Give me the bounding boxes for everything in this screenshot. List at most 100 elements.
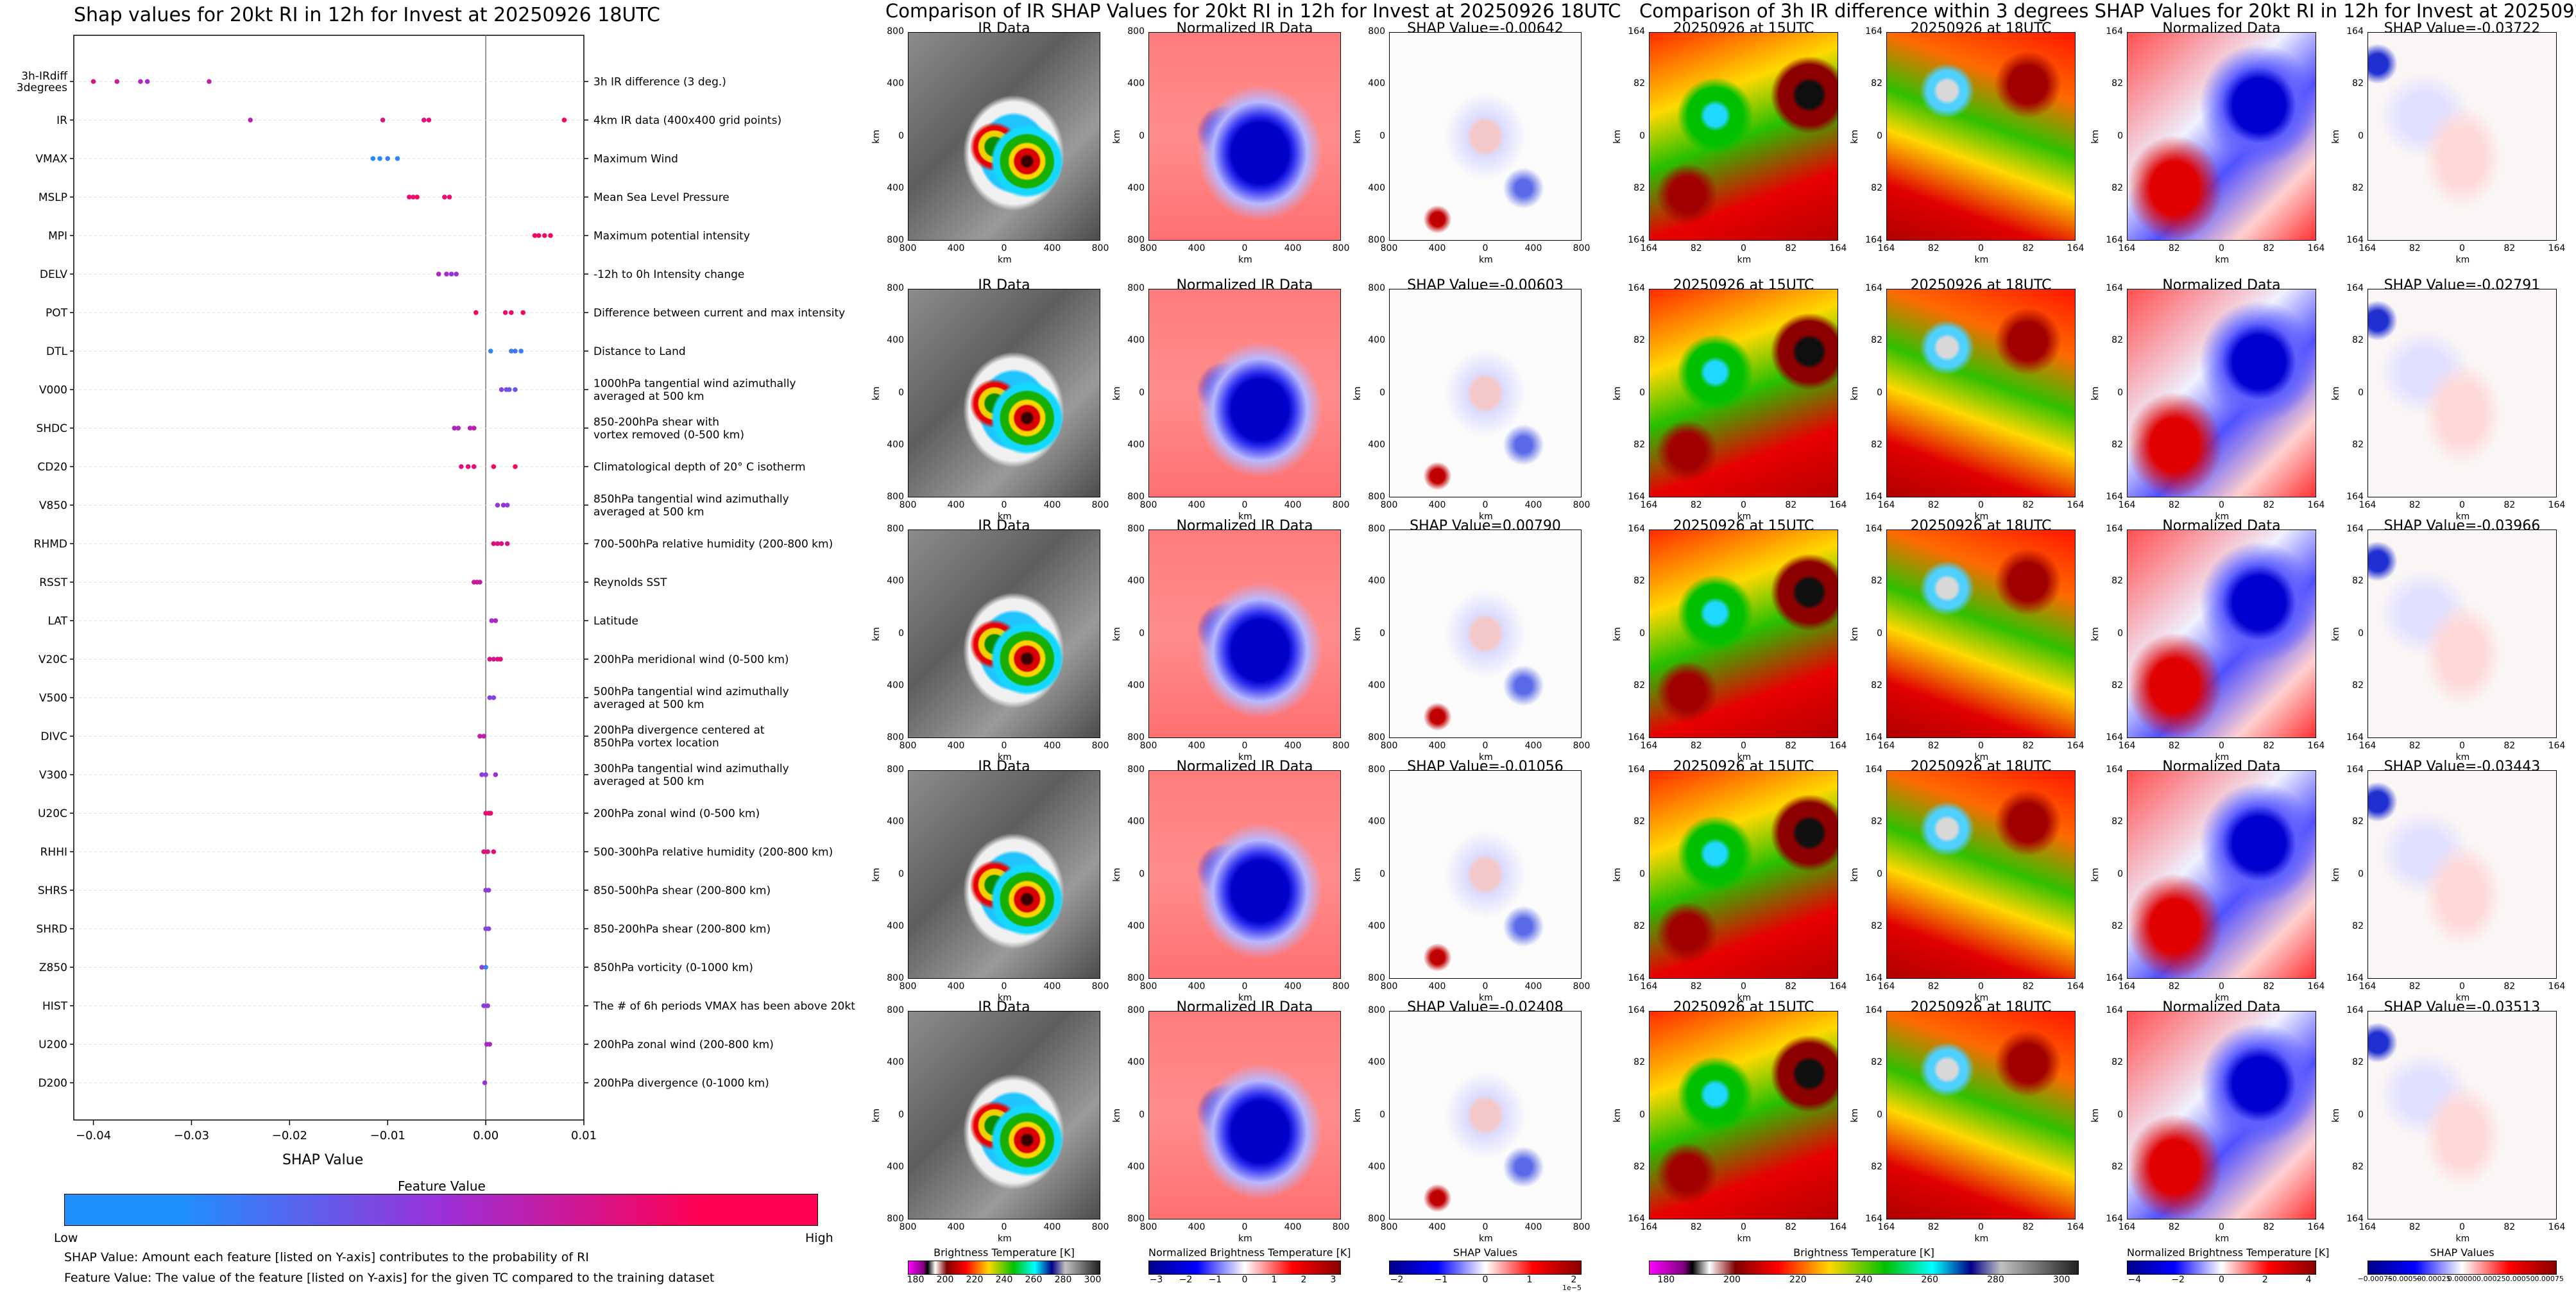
x-axis-label: km [998, 255, 1012, 265]
y-tick-label: 800 [1368, 973, 1385, 983]
x-axis-label: km [1238, 993, 1252, 1003]
y-tick-label: 0 [898, 130, 904, 141]
x-tick-label: 164 [2548, 981, 2566, 992]
y-tick-label: 82 [1633, 576, 1645, 587]
shap-point [456, 426, 461, 431]
y-tick-label: 164 [1865, 283, 1882, 293]
y-tick-label: 164 [2106, 764, 2123, 775]
shap-point [532, 233, 538, 238]
x-tick-label: 164 [2307, 500, 2325, 510]
feature-code-label: HIST [42, 1000, 68, 1013]
y-tick-label: 164 [2106, 283, 2123, 293]
y-tick-label: 164 [1865, 26, 1882, 37]
x-tick-label: 82 [2168, 741, 2180, 751]
colorbar-tick: 200 [936, 1275, 954, 1285]
x-tick-label: 800 [1139, 500, 1157, 510]
y-tick-label: 164 [1865, 732, 1882, 743]
x-axis-label: km [2215, 512, 2230, 522]
y-tick-label: 400 [887, 816, 904, 827]
x-tick-label: 400 [1188, 1222, 1206, 1232]
feature-code-label: DIVC [40, 730, 67, 743]
heatmap-panel [1649, 1011, 1838, 1219]
y-tick-label: 0 [1379, 868, 1385, 879]
feature-code-label: U20C [38, 807, 67, 820]
x-tick-label: 400 [1524, 500, 1542, 510]
y-tick-label: 164 [2106, 973, 2123, 983]
y-tick-label: 800 [1127, 492, 1145, 502]
x-tick-label: 164 [2118, 243, 2136, 254]
heatmap-panel [908, 530, 1100, 738]
x-tick-label: 800 [1573, 1222, 1591, 1232]
heatmap-panel [2367, 770, 2557, 979]
heatmap-panel [2127, 770, 2316, 979]
x-axis-label: km [2215, 1234, 2230, 1244]
x-tick-label: 0 [1241, 243, 1248, 254]
shap-point [482, 1080, 488, 1085]
shap-plot-frame [73, 35, 584, 1121]
y-tick-label: 400 [887, 335, 904, 346]
x-tick-label: 164 [2548, 741, 2566, 751]
x-tick-label: 164 [2118, 1222, 2136, 1232]
shap-point [473, 310, 479, 315]
y-tick-label: 0 [898, 387, 904, 398]
x-tick-label: 800 [1139, 741, 1157, 751]
x-tick-label: 800 [1139, 243, 1157, 254]
x-tick-label: 0 [2219, 981, 2224, 992]
y-axis-label: km [1612, 386, 1623, 401]
y-tick-label: 800 [1127, 1005, 1145, 1015]
x-tick-label: 400 [1043, 1222, 1061, 1232]
colorbar [1649, 1261, 2079, 1275]
y-tick-label: 0 [898, 1109, 904, 1120]
y-tick-label: 82 [2111, 680, 2123, 691]
shap-xlabel: SHAP Value [282, 1152, 364, 1168]
shap-point [499, 387, 504, 392]
y-tick-label: 164 [2106, 1214, 2123, 1224]
x-tick-label: 82 [1927, 1222, 1940, 1232]
y-tick-label: 82 [2352, 680, 2364, 691]
y-tick-label: 400 [1368, 78, 1385, 89]
x-tick-label: 400 [1524, 243, 1542, 254]
heatmap-panel [2127, 289, 2316, 497]
shap-point [489, 618, 495, 623]
shap-point [421, 117, 427, 123]
x-axis-label: km [1479, 255, 1493, 265]
y-tick-label: 0 [2117, 628, 2123, 639]
shap-point [426, 117, 432, 123]
y-tick-label: 800 [887, 283, 904, 293]
x-tick-label: 0 [2459, 243, 2465, 254]
colorbar-tick: −1 [1208, 1275, 1222, 1285]
colorbar-tick: 2 [2262, 1275, 2268, 1285]
x-axis-label: km [1238, 752, 1252, 762]
x-tick-label: 800 [1332, 1222, 1350, 1232]
x-tick-label: 0 [1978, 243, 1984, 254]
y-axis-label: km [2330, 1108, 2341, 1123]
x-tick-label: 400 [1188, 500, 1206, 510]
feature-description-label: 200hPa zonal wind (200-800 km) [593, 1038, 774, 1051]
y-tick-label: 0 [1639, 130, 1645, 141]
y-tick-label: 82 [2111, 1057, 2123, 1068]
feature-description-label: 200hPa meridional wind (0-500 km) [593, 653, 789, 666]
x-tick-label: 0 [2459, 981, 2465, 992]
x-tick-label: 0 [1978, 1222, 1984, 1232]
y-tick-label: 164 [2346, 283, 2364, 293]
shap-point [486, 888, 491, 893]
shap-point [481, 734, 486, 739]
y-tick-label: 800 [1368, 26, 1385, 37]
colorbar-tick: 220 [966, 1275, 984, 1285]
x-tick-label: 400 [1428, 243, 1446, 254]
shap-point [477, 734, 482, 739]
colorbar-tick: 0.00000 [2447, 1275, 2477, 1283]
shap-point [471, 464, 477, 469]
y-tick-label: 0 [1639, 628, 1645, 639]
y-tick-label: 400 [887, 680, 904, 691]
colorbar-tick: 2 [1301, 1275, 1307, 1285]
y-tick-label: 82 [2111, 920, 2123, 931]
y-tick-label: 800 [1368, 283, 1385, 293]
colorbar-tick: 240 [1855, 1275, 1873, 1285]
x-tick-label: 164 [2118, 741, 2136, 751]
y-axis-label: km [1352, 626, 1363, 641]
shap-point [513, 349, 518, 354]
x-axis-label: km [1974, 512, 1989, 522]
feature-value-label: Feature Value [398, 1178, 486, 1194]
shap-point [509, 349, 514, 354]
